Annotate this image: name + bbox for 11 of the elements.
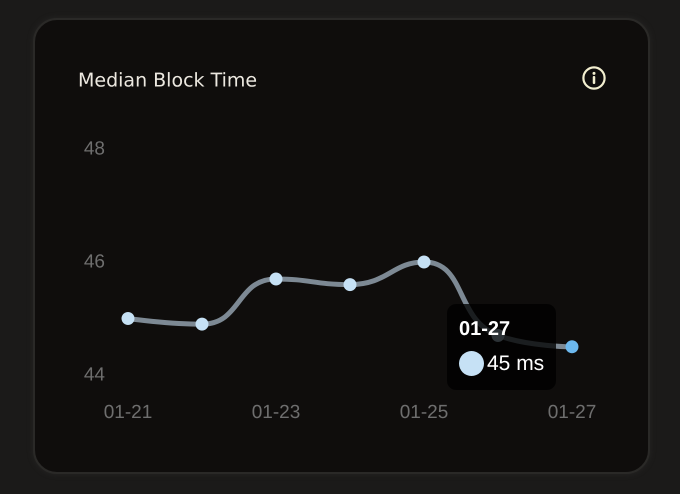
x-tick-label: 01-23 — [252, 402, 300, 423]
y-tick-label: 46 — [84, 252, 105, 272]
chart-title: Median Block Time — [78, 70, 258, 92]
x-tick-label: 01-21 — [104, 402, 152, 423]
x-tick-label: 01-27 — [548, 402, 596, 423]
y-tick-label: 48 — [84, 138, 105, 160]
y-tick-label: 44 — [84, 364, 106, 386]
data-label: 45 ms — [487, 350, 544, 377]
tooltip-box: 01-27 45 ms — [447, 304, 556, 390]
x-tick-label: 01-25 — [400, 402, 448, 423]
annotation: 01-27 — [459, 316, 512, 342]
